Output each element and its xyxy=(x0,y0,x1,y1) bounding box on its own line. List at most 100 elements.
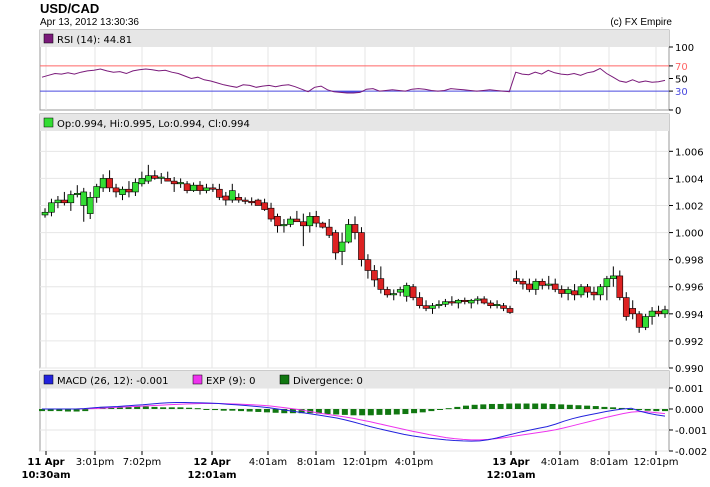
candlestick xyxy=(467,298,475,309)
candlestick xyxy=(54,196,62,209)
rsi-y-tick-label: 50 xyxy=(675,75,688,86)
candlestick xyxy=(112,183,120,198)
candlestick xyxy=(345,219,352,244)
candlestick xyxy=(448,296,456,306)
divergence-legend-swatch xyxy=(279,374,290,385)
ohlc-legend-swatch xyxy=(43,117,54,128)
candlestick xyxy=(351,216,359,240)
candlestick xyxy=(228,183,236,203)
macd-panel: MACD (26, 12): -0.001 EXP (9): 0 Diverge… xyxy=(39,370,707,458)
candlestick xyxy=(106,170,113,192)
divergence-bar xyxy=(263,409,270,413)
chart-title: USD/CAD xyxy=(40,1,100,16)
x-tick-label: 12 Apr xyxy=(193,457,230,468)
divergence-bar xyxy=(514,403,521,409)
divergence-bar xyxy=(341,409,348,415)
divergence-bar xyxy=(411,409,418,414)
divergence-bar xyxy=(376,409,383,415)
divergence-bar xyxy=(272,409,279,413)
candlestick xyxy=(132,178,139,197)
divergence-bar xyxy=(644,409,651,411)
candlestick xyxy=(203,183,210,194)
rsi-legend-swatch xyxy=(43,33,54,44)
candlestick xyxy=(157,172,165,184)
candlestick xyxy=(661,305,669,318)
divergence-bar xyxy=(298,409,305,414)
candlestick xyxy=(67,190,75,211)
macd-y-tick-label: 0.001 xyxy=(675,384,704,395)
divergence-bar xyxy=(220,409,227,411)
candlestick xyxy=(216,183,223,201)
ohlc-legend-label: Op:0.994, Hi:0.995, Lo:0.994, Cl:0.994 xyxy=(57,119,250,130)
candlestick xyxy=(267,202,275,222)
candlestick xyxy=(506,305,514,314)
candlestick xyxy=(61,191,68,206)
x-tick-label: 12:01pm xyxy=(634,457,679,468)
candlestick xyxy=(577,284,585,298)
divergence-bar xyxy=(497,403,504,409)
divergence-bar xyxy=(238,409,245,412)
divergence-bar xyxy=(177,407,184,409)
divergence-bar xyxy=(471,404,478,409)
macd-y-tick-label: -0.001 xyxy=(675,426,707,437)
candlestick xyxy=(526,278,533,293)
candlestick xyxy=(183,181,191,194)
price-y-tick-label: 1.002 xyxy=(675,201,704,212)
candlestick xyxy=(80,187,88,222)
candlestick xyxy=(435,300,443,309)
candlestick xyxy=(145,164,152,184)
candlestick xyxy=(396,286,404,297)
divergence-bar xyxy=(367,409,374,416)
x-tick-label: 4:01pm xyxy=(395,457,434,468)
price-y-tick-label: 0.994 xyxy=(675,310,704,321)
candlestick xyxy=(474,296,482,305)
divergence-bar xyxy=(350,409,357,416)
candlestick xyxy=(73,185,81,198)
candlestick xyxy=(86,191,94,220)
divergence-bar xyxy=(610,407,617,409)
divergence-bar xyxy=(246,409,253,412)
candlestick xyxy=(209,183,217,192)
x-tick-sublabel: 10:30am xyxy=(22,470,71,481)
candlestick xyxy=(190,182,197,192)
candlestick xyxy=(584,284,591,298)
candlestick xyxy=(461,297,469,305)
x-tick-label: 13 Apr xyxy=(492,457,529,468)
divergence-bar xyxy=(203,409,210,410)
rsi-y-tick-label: 30 xyxy=(675,87,688,98)
price-y-tick-label: 1.004 xyxy=(675,174,704,185)
divergence-bar xyxy=(566,404,573,409)
candlestick xyxy=(597,284,604,301)
divergence-bar xyxy=(39,409,45,412)
x-tick-label: 3:01pm xyxy=(76,457,115,468)
candlestick xyxy=(371,265,378,287)
divergence-bar xyxy=(134,406,141,409)
candlestick xyxy=(364,254,372,279)
candlestick xyxy=(635,311,643,333)
divergence-bar xyxy=(194,408,201,410)
candlestick xyxy=(442,298,449,308)
divergence-bar xyxy=(64,409,71,412)
x-tick-label: 4:01am xyxy=(249,457,287,468)
divergence-bar xyxy=(618,407,625,409)
divergence-bar xyxy=(359,409,366,416)
price-y-tick-label: 0.992 xyxy=(675,337,704,348)
divergence-bar xyxy=(56,409,63,412)
x-tick-label: 12:01pm xyxy=(343,457,388,468)
candlestick xyxy=(648,307,656,325)
candlestick xyxy=(99,174,107,192)
candlestick xyxy=(119,186,126,201)
divergence-bar xyxy=(506,403,513,409)
candlestick xyxy=(93,183,100,203)
price-y-tick-label: 1.000 xyxy=(675,229,704,240)
divergence-bar xyxy=(480,404,487,409)
divergence-bar xyxy=(592,406,599,409)
candlestick xyxy=(222,191,230,206)
divergence-bar xyxy=(47,409,54,412)
rsi-oversold-fill xyxy=(308,91,315,92)
divergence-bar xyxy=(627,409,634,410)
candlestick xyxy=(616,270,624,301)
divergence-bar xyxy=(653,409,660,412)
